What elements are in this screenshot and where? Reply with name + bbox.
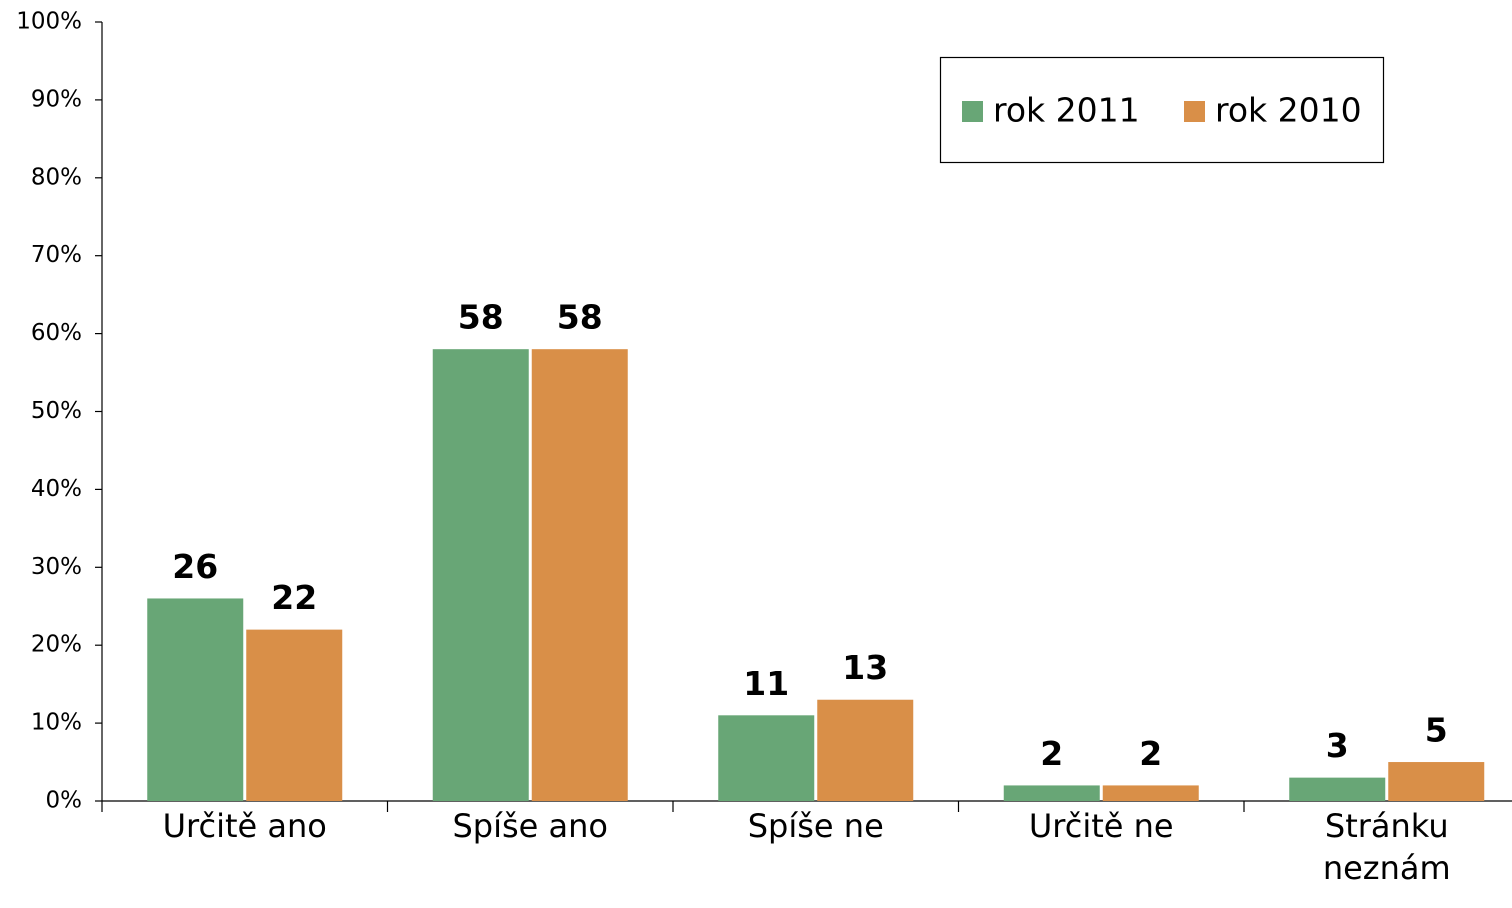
- data-label: 58: [458, 298, 504, 337]
- y-tick-label: 90%: [31, 86, 82, 112]
- y-tick-label: 20%: [31, 632, 82, 658]
- y-tick-label: 50%: [31, 398, 82, 424]
- bar: [246, 629, 343, 801]
- y-tick-label: 100%: [16, 9, 82, 35]
- data-label: 13: [842, 648, 888, 687]
- legend-label: rok 2011: [993, 91, 1140, 130]
- bar: [817, 699, 914, 801]
- bar: [1003, 785, 1100, 801]
- data-label: 26: [172, 547, 218, 586]
- data-label: 22: [271, 578, 317, 617]
- x-tick-label: Spíše ano: [452, 807, 608, 845]
- data-label: 11: [743, 664, 789, 703]
- bar: [147, 598, 244, 801]
- legend-swatch: [1184, 101, 1205, 122]
- data-label: 58: [557, 298, 603, 337]
- y-tick-label: 30%: [31, 554, 82, 580]
- y-tick-label: 0%: [46, 788, 83, 814]
- bar: [432, 349, 529, 801]
- data-label: 3: [1326, 726, 1349, 765]
- legend-label: rok 2010: [1215, 91, 1362, 130]
- bar: [1289, 777, 1386, 801]
- data-label: 5: [1425, 711, 1448, 750]
- y-tick-label: 70%: [31, 242, 82, 268]
- bar: [718, 715, 815, 801]
- x-tick-label: Spíše ne: [747, 807, 884, 845]
- y-tick-label: 60%: [31, 320, 82, 346]
- bar: [1388, 762, 1485, 801]
- data-label: 2: [1040, 734, 1063, 773]
- x-tick-label: Určitě ne: [1028, 807, 1174, 845]
- bar: [531, 349, 628, 801]
- y-tick-label: 10%: [31, 710, 82, 736]
- x-tick-label: Stránku neznám: [1322, 807, 1451, 887]
- bar: [1102, 785, 1199, 801]
- legend-box: [939, 56, 1385, 164]
- legend-swatch: [962, 101, 983, 122]
- data-label: 2: [1139, 734, 1162, 773]
- y-tick-label: 80%: [31, 164, 82, 190]
- x-tick-label: Určitě ano: [162, 807, 327, 845]
- y-tick-label: 40%: [31, 476, 82, 502]
